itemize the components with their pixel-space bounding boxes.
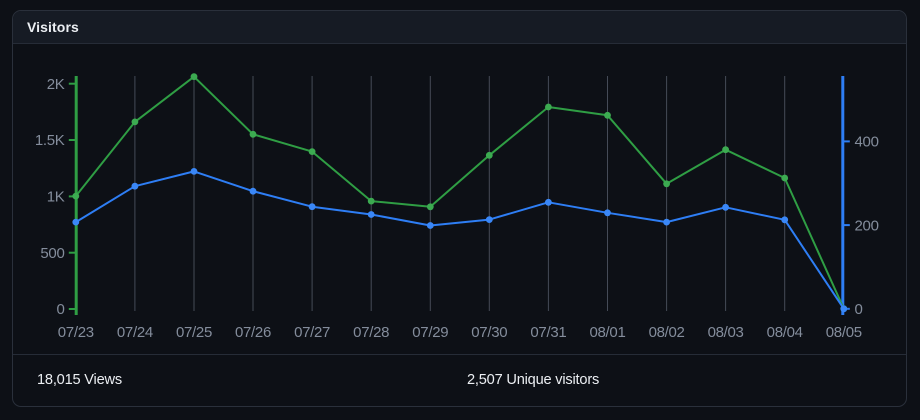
svg-text:07/31: 07/31 <box>530 324 566 341</box>
svg-text:07/29: 07/29 <box>412 324 448 341</box>
svg-text:2K: 2K <box>47 76 65 93</box>
svg-text:0: 0 <box>56 301 64 318</box>
svg-text:1.5K: 1.5K <box>35 132 65 149</box>
svg-text:08/03: 08/03 <box>708 324 744 341</box>
svg-text:200: 200 <box>855 217 879 234</box>
svg-text:08/04: 08/04 <box>767 324 803 341</box>
svg-text:07/25: 07/25 <box>176 324 212 341</box>
svg-text:07/27: 07/27 <box>294 324 330 341</box>
svg-text:07/30: 07/30 <box>471 324 507 341</box>
svg-text:08/02: 08/02 <box>649 324 685 341</box>
svg-text:08/01: 08/01 <box>589 324 625 341</box>
svg-text:07/23: 07/23 <box>58 324 94 341</box>
svg-text:400: 400 <box>855 134 879 151</box>
svg-text:07/24: 07/24 <box>117 324 153 341</box>
svg-text:08/05: 08/05 <box>826 324 862 341</box>
svg-text:07/28: 07/28 <box>353 324 389 341</box>
svg-text:07/26: 07/26 <box>235 324 271 341</box>
svg-text:500: 500 <box>40 245 64 262</box>
svg-text:1K: 1K <box>47 189 65 206</box>
svg-text:0: 0 <box>855 301 863 318</box>
